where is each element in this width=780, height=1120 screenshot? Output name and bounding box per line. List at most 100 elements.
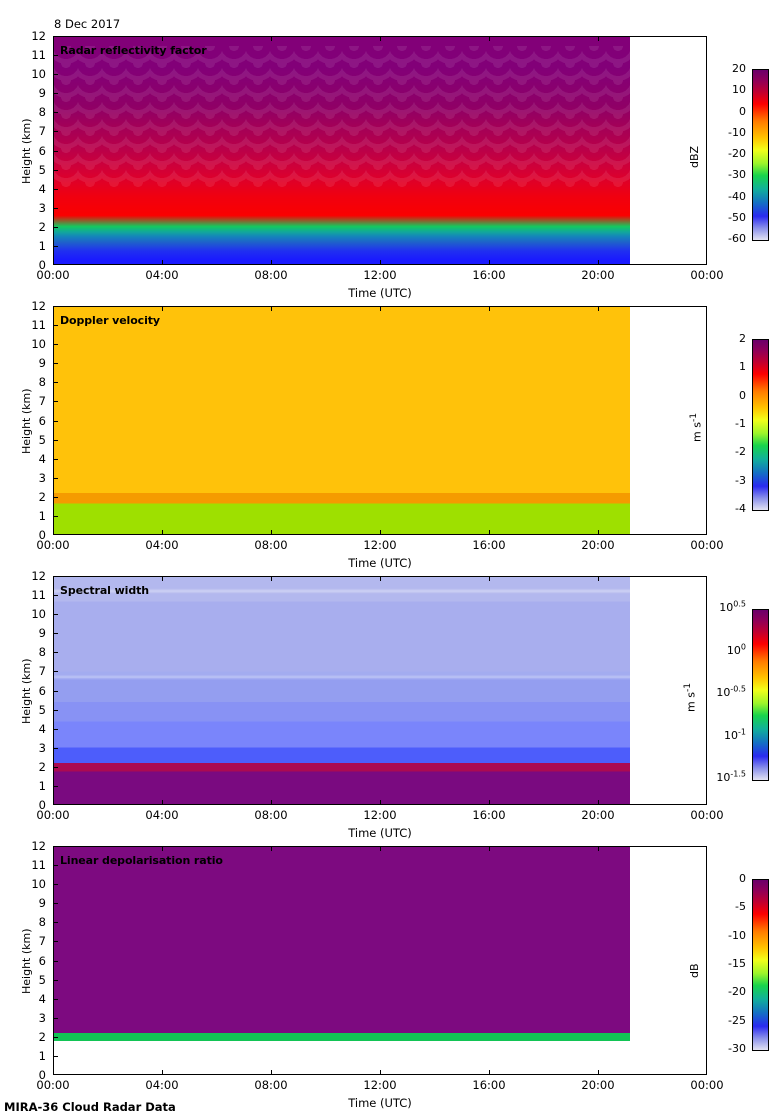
colorbar-tick-label: -30 (728, 168, 746, 182)
panel-title-4: Linear depolarisation ratio (60, 854, 223, 867)
y-tick-label: 5 (38, 702, 46, 717)
x-tick-mark-bottom (598, 530, 599, 535)
x-tick-label: 12:00 (363, 268, 397, 282)
plot-area-3: Spectral width (53, 576, 707, 805)
panel-title-2: Doppler velocity (60, 314, 160, 327)
y-tick-label: 2 (38, 1029, 46, 1044)
y-tick-mark (53, 980, 58, 981)
x-tick-mark-top (598, 306, 599, 311)
colorbar-tick-label: 10 (732, 83, 746, 97)
y-tick-label: 2 (38, 219, 46, 234)
x-tick-mark-top (380, 306, 381, 311)
colorbar-unit-label: m s-1 (688, 413, 704, 442)
colorbar-tick-label: -1 (735, 417, 746, 430)
y-tick-label: 8 (38, 375, 46, 390)
x-tick-label: 00:00 (690, 268, 724, 282)
x-axis-title: Time (UTC) (348, 826, 412, 840)
y-tick-mark (53, 710, 58, 711)
colorbar-gradient (753, 610, 768, 780)
y-tick-label: 3 (38, 200, 46, 215)
colorbar-3 (752, 609, 769, 781)
y-tick-label: 2 (38, 759, 46, 774)
y-tick-mark (53, 884, 58, 885)
y-tick-mark (53, 344, 58, 345)
y-tick-label: 4 (38, 181, 46, 196)
y-tick-label: 1 (38, 778, 46, 793)
colorbar-tick-label: 10-0.5 (692, 685, 746, 698)
plot-area-1: Radar reflectivity factor (53, 36, 707, 265)
x-tick-mark-top (380, 846, 381, 851)
y-tick-label: 3 (38, 470, 46, 485)
y-tick-mark (53, 865, 58, 866)
colorbar-2 (752, 339, 769, 511)
colorbar-gradient (753, 70, 768, 240)
colorbar-tick-label: -20 (728, 147, 746, 160)
colorbar-tick-label: -25 (728, 1013, 746, 1027)
x-tick-label: 00:00 (36, 538, 70, 552)
colorbar-tick-mantissa: 10 (719, 601, 734, 614)
date-label: 8 Dec 2017 (54, 17, 121, 31)
y-tick-label: 8 (38, 915, 46, 930)
y-tick-mark (53, 1056, 58, 1057)
x-tick-label: 00:00 (690, 1078, 724, 1092)
y-axis-title: Height (km) (20, 117, 33, 184)
panel-title-1: Radar reflectivity factor (60, 44, 207, 57)
x-tick-mark-top (598, 36, 599, 41)
colorbar-unit-base: m s (684, 692, 698, 712)
colorbar-gradient (753, 340, 768, 510)
x-tick-mark-bottom (489, 530, 490, 535)
x-tick-mark-top (271, 36, 272, 41)
x-tick-mark-top (598, 846, 599, 851)
y-tick-mark (53, 227, 58, 228)
y-tick-mark (53, 671, 58, 672)
colorbar-tick-label: 0 (739, 388, 746, 402)
x-tick-mark-bottom (380, 800, 381, 805)
y-tick-mark (53, 961, 58, 962)
colorbar-tick-label: -3 (735, 473, 746, 487)
y-tick-label: 12 (31, 839, 46, 853)
y-tick-mark (53, 516, 58, 517)
colorbar-tick-mantissa: 10 (716, 771, 731, 784)
y-tick-mark (53, 922, 58, 923)
x-axis-title: Time (UTC) (348, 556, 412, 570)
colorbar-tick-label: -40 (728, 189, 746, 203)
colorbar-tick-label: -50 (728, 210, 746, 224)
y-axis-title: Height (km) (20, 657, 33, 724)
y-tick-mark (53, 941, 58, 942)
y-tick-mark (53, 382, 58, 383)
heatmap-data-field (54, 307, 631, 534)
x-tick-label: 16:00 (472, 808, 506, 822)
y-tick-mark (53, 363, 58, 364)
y-tick-label: 1 (38, 1048, 46, 1063)
x-tick-mark-top (162, 846, 163, 851)
x-tick-mark-bottom (489, 1070, 490, 1075)
y-tick-label: 3 (38, 1010, 46, 1025)
y-tick-label: 5 (38, 162, 46, 177)
plot-area-2: Doppler velocity (53, 306, 707, 535)
x-tick-mark-bottom (271, 800, 272, 805)
heatmap-data-field (54, 847, 631, 1074)
x-tick-mark-top (271, 306, 272, 311)
colorbar-tick-exponent: -0.5 (730, 684, 746, 694)
colorbar-tick-exponent: 0.5 (733, 599, 746, 609)
y-tick-mark (53, 903, 58, 904)
x-tick-mark-bottom (271, 530, 272, 535)
x-tick-mark-bottom (380, 260, 381, 265)
colorbar-unit-label: dBZ (688, 145, 701, 168)
colorbar-tick-label: -10 (728, 928, 746, 942)
colorbar-tick-label: 2 (739, 332, 746, 345)
y-tick-label: 12 (31, 29, 46, 43)
x-tick-mark-bottom (162, 800, 163, 805)
heatmap-data-field (54, 37, 631, 264)
y-tick-mark (53, 748, 58, 749)
x-tick-mark-top (162, 306, 163, 311)
y-tick-mark (53, 421, 58, 422)
colorbar-tick-label: 0 (739, 104, 746, 118)
x-tick-mark-top (380, 576, 381, 581)
x-tick-label: 00:00 (36, 1078, 70, 1092)
colorbar-1 (752, 69, 769, 241)
x-tick-label: 00:00 (36, 268, 70, 282)
y-tick-mark (53, 652, 58, 653)
colorbar-tick-label: -60 (728, 232, 746, 245)
y-tick-label: 12 (31, 299, 46, 313)
